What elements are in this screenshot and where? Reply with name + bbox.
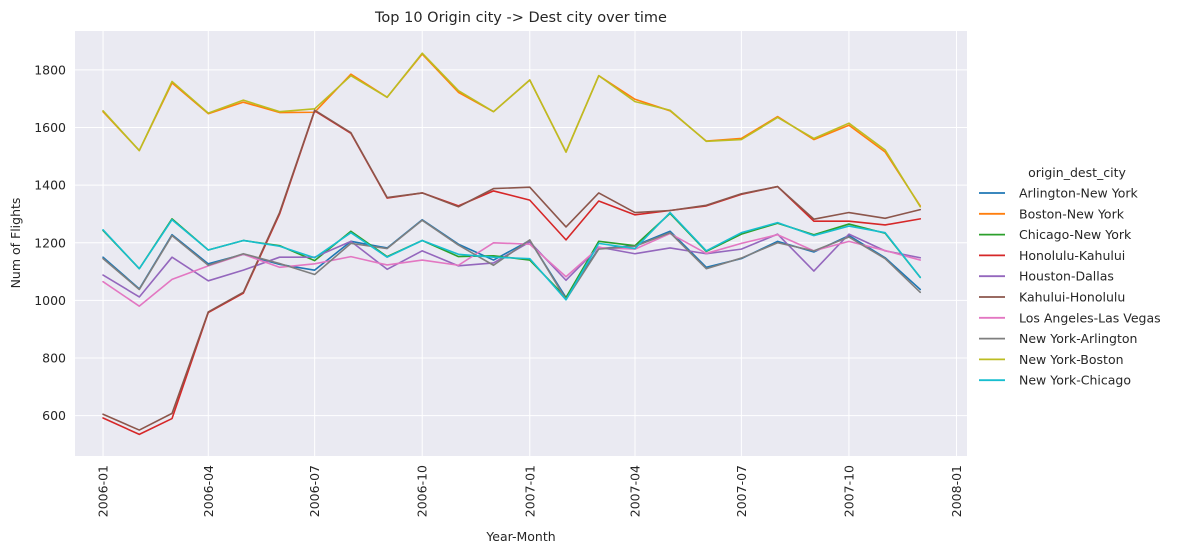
x-tick-label: 2006-07: [307, 465, 322, 517]
legend: origin_dest_city Arlington-New York Bosto…: [979, 165, 1161, 388]
x-tick-label: 2007-07: [734, 465, 749, 517]
x-axis-label: Year-Month: [485, 529, 555, 544]
legend-label-boston-new-york: Boston-New York: [1019, 206, 1125, 221]
x-tick-label: 2008-01: [949, 465, 964, 517]
series-lines: [102, 52, 922, 436]
y-tick-label: 600: [42, 408, 66, 423]
y-tick-label: 1000: [34, 293, 66, 308]
x-tick-label: 2007-10: [841, 465, 856, 517]
y-tick-label: 800: [42, 351, 66, 366]
y-axis-label: Num of Flights: [8, 198, 23, 289]
x-tick-labels: 2006-01 2006-04 2006-07 2006-10 2007-01 2007-…: [96, 465, 964, 517]
legend-label-new-york-chicago: New York-Chicago: [1019, 373, 1131, 388]
x-tick-label: 2007-04: [627, 465, 642, 517]
series-line-kahului-honolulu: [102, 109, 922, 431]
series-line-new-york-chicago: [102, 211, 922, 301]
y-tick-label: 1600: [34, 120, 66, 135]
x-tick-label: 2006-04: [201, 465, 216, 517]
legend-label-los-angeles-las-vegas: Los Angeles-Las Vegas: [1019, 310, 1161, 325]
legend-label-houston-dallas: Houston-Dallas: [1019, 269, 1114, 284]
y-tick-labels: 600 800 1000 1200 1400 1600 1800: [34, 62, 66, 423]
x-tick-label: 2006-10: [415, 465, 430, 517]
series-line-new-york-boston: [102, 52, 922, 208]
legend-label-chicago-new-york: Chicago-New York: [1019, 227, 1132, 242]
grid: [75, 31, 967, 456]
legend-label-new-york-boston: New York-Boston: [1019, 352, 1124, 367]
chart-title: Top 10 Origin city -> Dest city over tim…: [374, 10, 667, 26]
legend-label-kahului-honolulu: Kahului-Honolulu: [1019, 290, 1125, 305]
x-tick-label: 2006-01: [96, 465, 111, 517]
x-tick-label: 2007-01: [522, 465, 537, 517]
y-tick-label: 1800: [34, 62, 66, 77]
y-tick-label: 1400: [34, 178, 66, 193]
legend-label-arlington-new-york: Arlington-New York: [1019, 186, 1138, 201]
legend-label-honolulu-kahului: Honolulu-Kahului: [1019, 248, 1125, 263]
legend-title: origin_dest_city: [1028, 165, 1126, 180]
legend-label-new-york-arlington: New York-Arlington: [1019, 331, 1137, 346]
series-line-new-york-arlington: [102, 219, 922, 301]
y-tick-label: 1200: [34, 235, 66, 250]
